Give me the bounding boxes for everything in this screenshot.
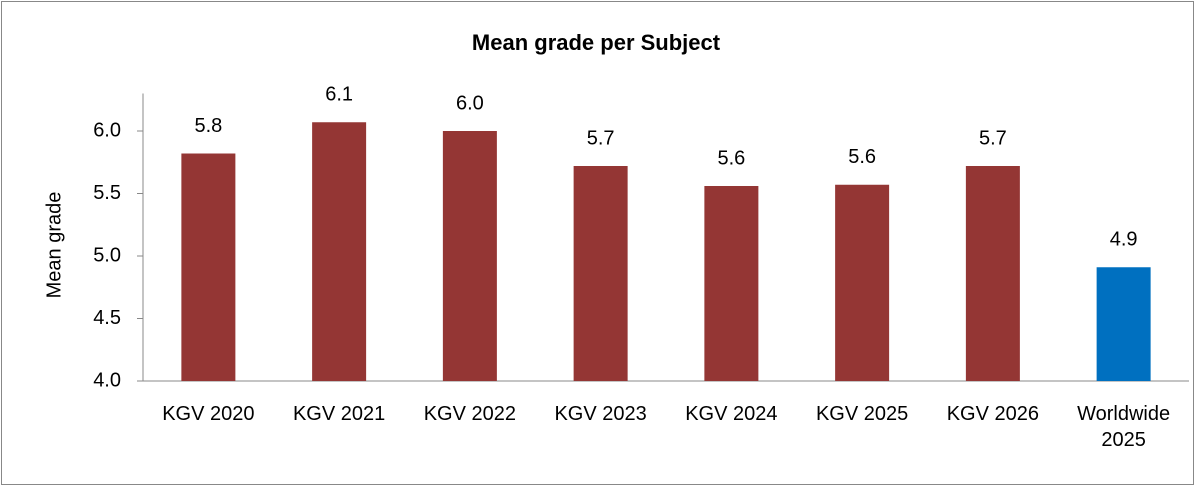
y-tick-label: 5.0: [93, 244, 121, 266]
y-tick-label: 4.5: [93, 307, 121, 329]
value-label: 5.6: [717, 147, 745, 169]
x-tick-label: KGV 2025: [815, 403, 909, 425]
x-tick-label: KGV 2022: [423, 403, 517, 425]
x-tick-label: KGV 2024: [685, 403, 778, 425]
y-tick-label: 6.0: [93, 119, 121, 141]
x-tick-label: KGV 2021: [292, 403, 386, 425]
y-tick-label: 5.5: [93, 182, 121, 204]
bar: [181, 153, 236, 381]
x-tick-label: Worldwide 2025: [1077, 403, 1171, 451]
bar: [835, 184, 890, 381]
bar: [965, 166, 1020, 381]
value-label: 5.7: [587, 127, 615, 149]
bar: [1096, 267, 1151, 381]
value-label: 6.0: [456, 92, 484, 114]
bar: [704, 186, 759, 381]
bar: [312, 122, 367, 381]
y-tick-label: 4.0: [93, 369, 121, 391]
x-tick-label: KGV 2026: [946, 403, 1040, 425]
bar: [442, 131, 497, 381]
value-label: 4.9: [1110, 229, 1138, 251]
value-label: 5.8: [194, 115, 222, 137]
value-label: 6.1: [325, 84, 353, 106]
y-axis-label: Mean grade: [43, 192, 65, 299]
value-label: 5.7: [979, 127, 1007, 149]
bar: [573, 166, 628, 381]
x-tick-label: KGV 2020: [162, 403, 255, 425]
x-tick-label: KGV 2023: [554, 403, 647, 425]
chart-title: Mean grade per Subject: [472, 30, 721, 55]
value-label: 5.6: [848, 146, 876, 168]
